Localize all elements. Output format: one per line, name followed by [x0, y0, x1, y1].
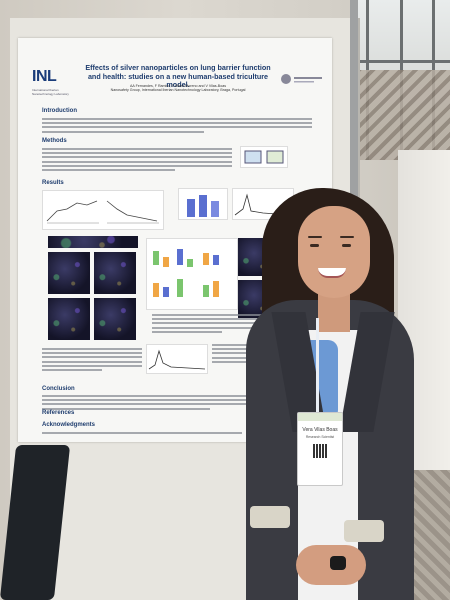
figure-caption-left: [42, 348, 142, 373]
introduction-text: [42, 118, 312, 135]
ceiling-structure: [356, 70, 450, 160]
micrograph-1: [48, 252, 90, 294]
badge-header: [298, 413, 342, 421]
micrograph-3: [48, 298, 90, 340]
poster-authors: AA Fernandes, F Ramiro, E Alfaro-Moreno …: [88, 84, 268, 93]
poster-title: Effects of silver nanoparticles on lung …: [85, 63, 271, 90]
author-affiliation: Nanosafety Group, International Iberian …: [110, 88, 246, 93]
inl-logo-subtitle: International Iberian Nanotechnology Lab…: [32, 88, 69, 96]
section-introduction: Introduction: [42, 108, 77, 114]
micrograph-2: [94, 252, 136, 294]
smile: [318, 268, 346, 278]
acknowledgments-text: [42, 432, 242, 436]
person-face: [298, 206, 370, 298]
eye-left: [310, 244, 319, 247]
sleeve-cuff-right: [344, 520, 384, 542]
results-box-plots: [146, 238, 238, 310]
results-histogram: [146, 344, 208, 374]
conclusion-text: [42, 395, 282, 412]
micrograph-4: [94, 298, 136, 340]
eyebrow-left: [308, 236, 322, 238]
section-results: Results: [42, 180, 64, 186]
author-list: AA Fernandes, F Ramiro, E Alfaro-Moreno …: [129, 84, 226, 88]
section-references: References: [42, 410, 75, 416]
qr-code-icon: [313, 444, 327, 458]
methods-diagram: [240, 146, 288, 168]
name-badge: Vera Vilas Boas Research Scientist: [297, 412, 343, 486]
lanyard: [316, 318, 319, 418]
section-conclusion: Conclusion: [42, 386, 75, 392]
badge-name: Vera Vilas Boas: [302, 427, 338, 433]
sleeve-cuff-left: [250, 506, 290, 528]
methods-text: [42, 148, 232, 173]
person-neck: [318, 292, 350, 332]
section-methods: Methods: [42, 138, 67, 144]
inl-logo: INL: [32, 68, 57, 85]
eyebrow-right: [340, 236, 354, 238]
partner-logo: [280, 72, 324, 84]
micrograph-strip: [48, 236, 138, 248]
wristwatch: [330, 556, 346, 570]
figure-caption-right: [152, 314, 292, 335]
results-line-charts: [42, 190, 164, 230]
eye-right: [342, 244, 351, 247]
results-bar-chart: [178, 188, 228, 220]
section-acknowledgments: Acknowledgments: [42, 422, 96, 428]
badge-role: Research Scientist: [305, 435, 335, 439]
